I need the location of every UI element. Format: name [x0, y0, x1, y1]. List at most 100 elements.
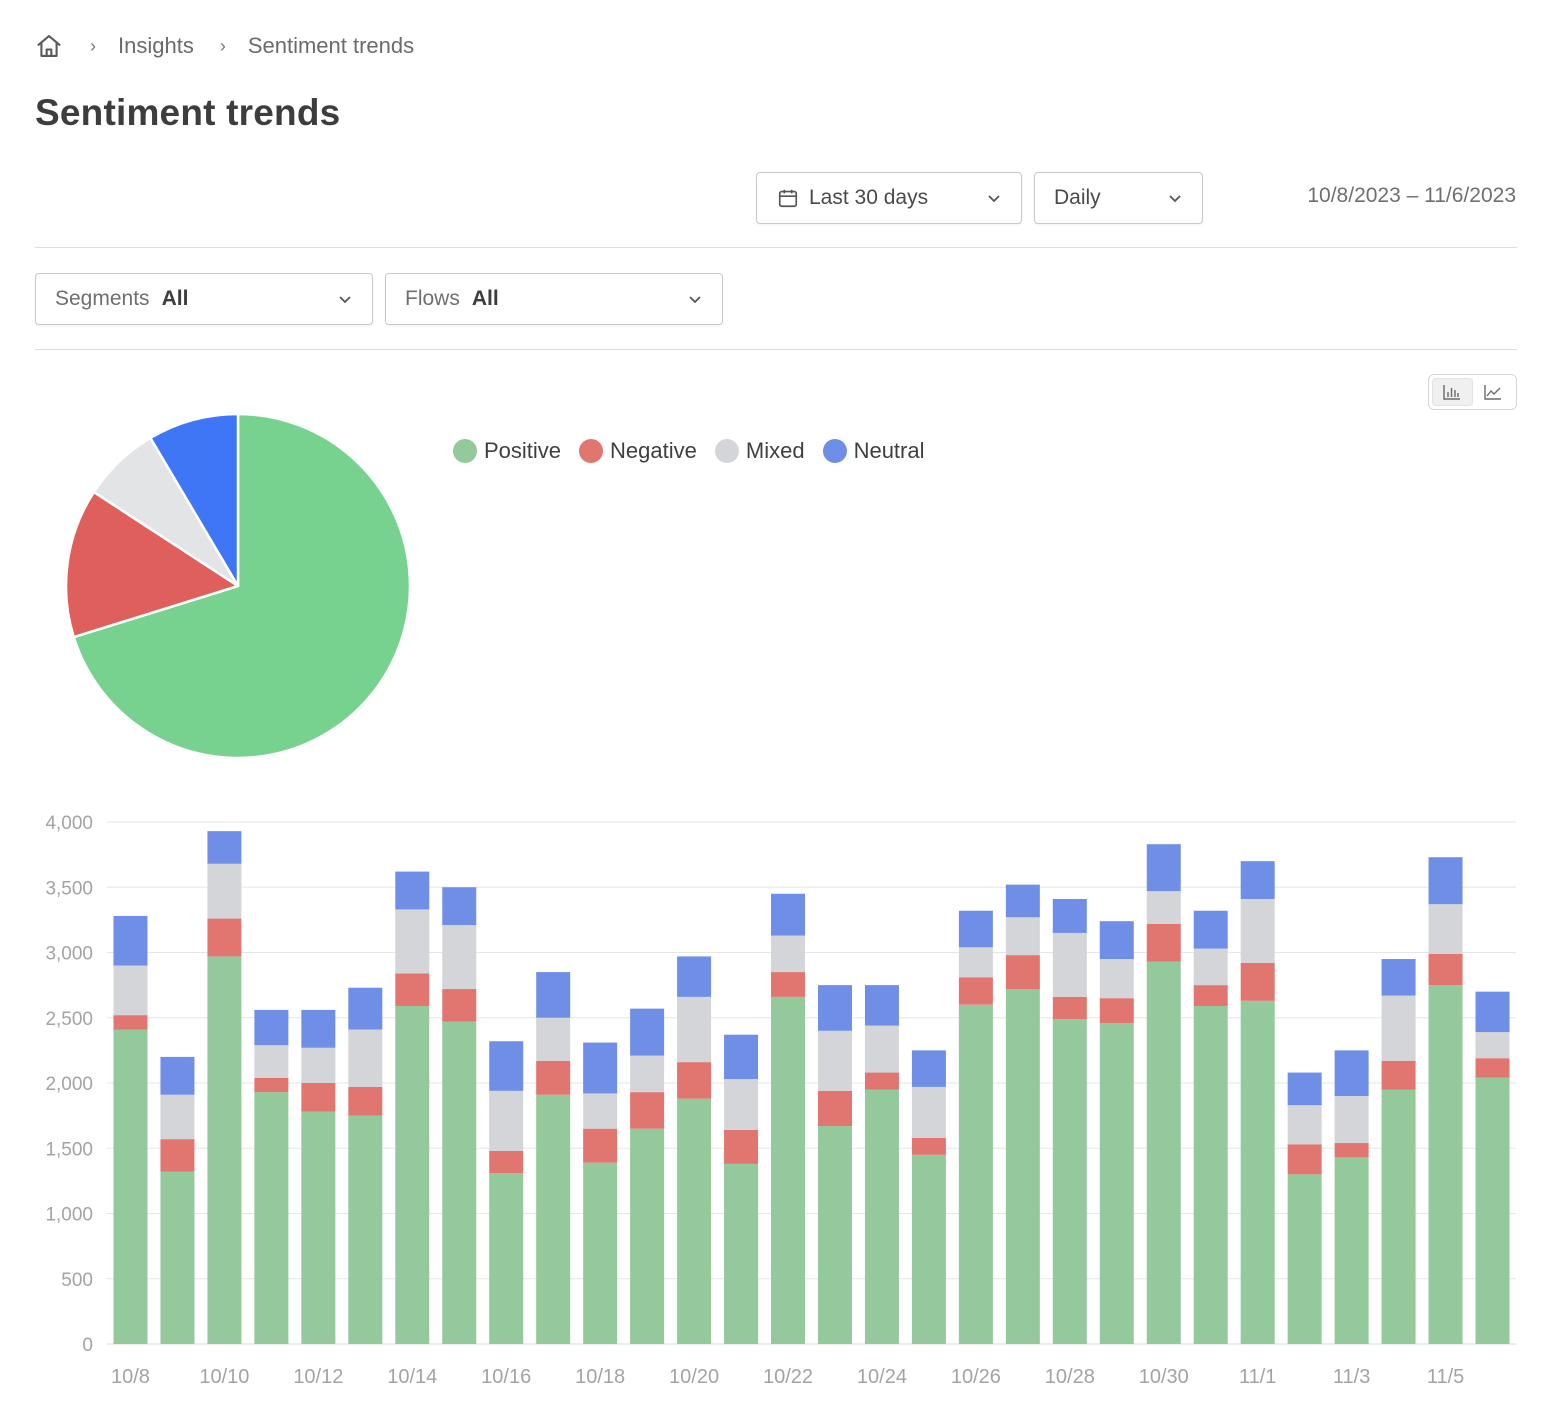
bar-positive-11-1[interactable]: [1240, 1000, 1275, 1344]
bar-negative-10-28[interactable]: [1052, 996, 1087, 1020]
bar-neutral-11-1[interactable]: [1240, 861, 1275, 899]
bar-mixed-10-10[interactable]: [207, 863, 242, 919]
bar-mixed-10-31[interactable]: [1193, 948, 1228, 986]
bar-mixed-10-18[interactable]: [583, 1093, 618, 1129]
bar-positive-11-3[interactable]: [1334, 1157, 1369, 1344]
bar-mixed-10-16[interactable]: [489, 1090, 524, 1151]
bar-neutral-10-14[interactable]: [395, 871, 430, 910]
bar-positive-10-22[interactable]: [771, 996, 806, 1344]
bar-mixed-11-4[interactable]: [1381, 995, 1416, 1061]
bar-mixed-10-28[interactable]: [1052, 932, 1087, 997]
bar-negative-10-26[interactable]: [958, 977, 993, 1005]
bar-neutral-10-28[interactable]: [1052, 898, 1087, 933]
bar-positive-10-30[interactable]: [1146, 961, 1181, 1344]
home-icon[interactable]: [34, 31, 64, 61]
bar-positive-10-17[interactable]: [536, 1094, 571, 1344]
bar-negative-10-15[interactable]: [442, 989, 477, 1022]
bar-neutral-10-31[interactable]: [1193, 910, 1228, 949]
bar-negative-11-5[interactable]: [1428, 953, 1463, 986]
bar-neutral-10-11[interactable]: [254, 1009, 289, 1046]
bar-negative-10-19[interactable]: [630, 1092, 665, 1129]
bar-mixed-10-17[interactable]: [536, 1017, 571, 1061]
pie-slice-neutral[interactable]: [149, 412, 240, 588]
bar-positive-11-6[interactable]: [1475, 1077, 1510, 1344]
bar-neutral-10-20[interactable]: [677, 956, 712, 997]
bar-neutral-10-26[interactable]: [958, 910, 993, 948]
bar-neutral-10-25[interactable]: [911, 1050, 946, 1087]
bar-negative-10-10[interactable]: [207, 918, 242, 957]
bar-positive-10-25[interactable]: [911, 1154, 946, 1344]
bar-negative-10-30[interactable]: [1146, 923, 1181, 962]
bar-negative-10-18[interactable]: [583, 1128, 618, 1163]
legend-item-positive[interactable]: Positive: [453, 438, 561, 464]
bar-neutral-10-17[interactable]: [536, 972, 571, 1018]
bar-neutral-10-10[interactable]: [207, 831, 242, 864]
bar-positive-10-23[interactable]: [817, 1126, 852, 1344]
bar-chart-icon[interactable]: [1432, 378, 1473, 406]
bar-mixed-10-14[interactable]: [395, 909, 430, 974]
bar-positive-10-21[interactable]: [724, 1163, 759, 1344]
bar-negative-10-27[interactable]: [1005, 955, 1040, 990]
bar-negative-10-31[interactable]: [1193, 985, 1228, 1007]
bar-neutral-10-21[interactable]: [724, 1034, 759, 1080]
bar-negative-10-13[interactable]: [348, 1086, 383, 1116]
legend-item-negative[interactable]: Negative: [579, 438, 697, 464]
bar-negative-10-14[interactable]: [395, 973, 430, 1007]
bar-neutral-10-9[interactable]: [160, 1056, 195, 1095]
bar-mixed-10-26[interactable]: [958, 947, 993, 978]
bar-neutral-10-27[interactable]: [1005, 884, 1040, 918]
bar-mixed-11-5[interactable]: [1428, 904, 1463, 954]
bar-positive-10-31[interactable]: [1193, 1006, 1228, 1344]
bar-mixed-10-9[interactable]: [160, 1094, 195, 1140]
bar-negative-10-24[interactable]: [864, 1072, 899, 1090]
bar-negative-11-3[interactable]: [1334, 1143, 1369, 1158]
bar-mixed-10-20[interactable]: [677, 996, 712, 1063]
bar-positive-10-15[interactable]: [442, 1021, 477, 1344]
bar-negative-10-16[interactable]: [489, 1150, 524, 1174]
bar-positive-10-24[interactable]: [864, 1089, 899, 1344]
bar-neutral-10-13[interactable]: [348, 987, 383, 1030]
bar-negative-10-22[interactable]: [771, 972, 806, 997]
bar-mixed-10-30[interactable]: [1146, 891, 1181, 924]
bar-mixed-10-22[interactable]: [771, 935, 806, 973]
bar-positive-10-9[interactable]: [160, 1171, 195, 1344]
bar-negative-10-9[interactable]: [160, 1139, 195, 1172]
bar-mixed-10-13[interactable]: [348, 1029, 383, 1087]
bar-positive-10-8[interactable]: [113, 1029, 148, 1344]
flows-filter[interactable]: Flows All: [385, 273, 723, 325]
bar-neutral-10-19[interactable]: [630, 1008, 665, 1056]
bar-positive-10-14[interactable]: [395, 1006, 430, 1344]
bar-negative-10-25[interactable]: [911, 1137, 946, 1155]
bar-neutral-10-22[interactable]: [771, 893, 806, 936]
bar-positive-10-13[interactable]: [348, 1115, 383, 1344]
bar-mixed-10-23[interactable]: [817, 1030, 852, 1091]
bar-negative-11-2[interactable]: [1287, 1144, 1322, 1175]
bar-positive-10-20[interactable]: [677, 1098, 712, 1344]
bar-mixed-10-19[interactable]: [630, 1055, 665, 1093]
bar-mixed-10-11[interactable]: [254, 1045, 289, 1078]
bar-mixed-11-3[interactable]: [1334, 1096, 1369, 1144]
bar-positive-10-16[interactable]: [489, 1173, 524, 1344]
bar-neutral-11-3[interactable]: [1334, 1050, 1369, 1097]
bar-mixed-11-6[interactable]: [1475, 1032, 1510, 1059]
bar-neutral-10-23[interactable]: [817, 985, 852, 1031]
bar-positive-10-29[interactable]: [1099, 1022, 1134, 1344]
segments-filter[interactable]: Segments All: [35, 273, 373, 325]
bar-negative-10-20[interactable]: [677, 1062, 712, 1099]
bar-neutral-11-5[interactable]: [1428, 857, 1463, 905]
bar-positive-10-26[interactable]: [958, 1004, 993, 1344]
line-chart-icon[interactable]: [1473, 378, 1514, 406]
bar-neutral-10-12[interactable]: [301, 1009, 336, 1048]
bar-negative-10-8[interactable]: [113, 1015, 148, 1030]
bar-positive-10-12[interactable]: [301, 1111, 336, 1344]
bar-negative-11-1[interactable]: [1240, 962, 1275, 1001]
bar-positive-10-27[interactable]: [1005, 989, 1040, 1344]
bar-positive-10-10[interactable]: [207, 956, 242, 1344]
breadcrumb-item-current[interactable]: Sentiment trends: [247, 33, 415, 58]
bar-mixed-10-21[interactable]: [724, 1079, 759, 1130]
bar-mixed-11-1[interactable]: [1240, 898, 1275, 963]
bar-neutral-11-2[interactable]: [1287, 1072, 1322, 1106]
granularity-select[interactable]: Daily: [1034, 172, 1203, 224]
bar-neutral-10-29[interactable]: [1099, 921, 1134, 960]
bar-mixed-10-27[interactable]: [1005, 917, 1040, 956]
